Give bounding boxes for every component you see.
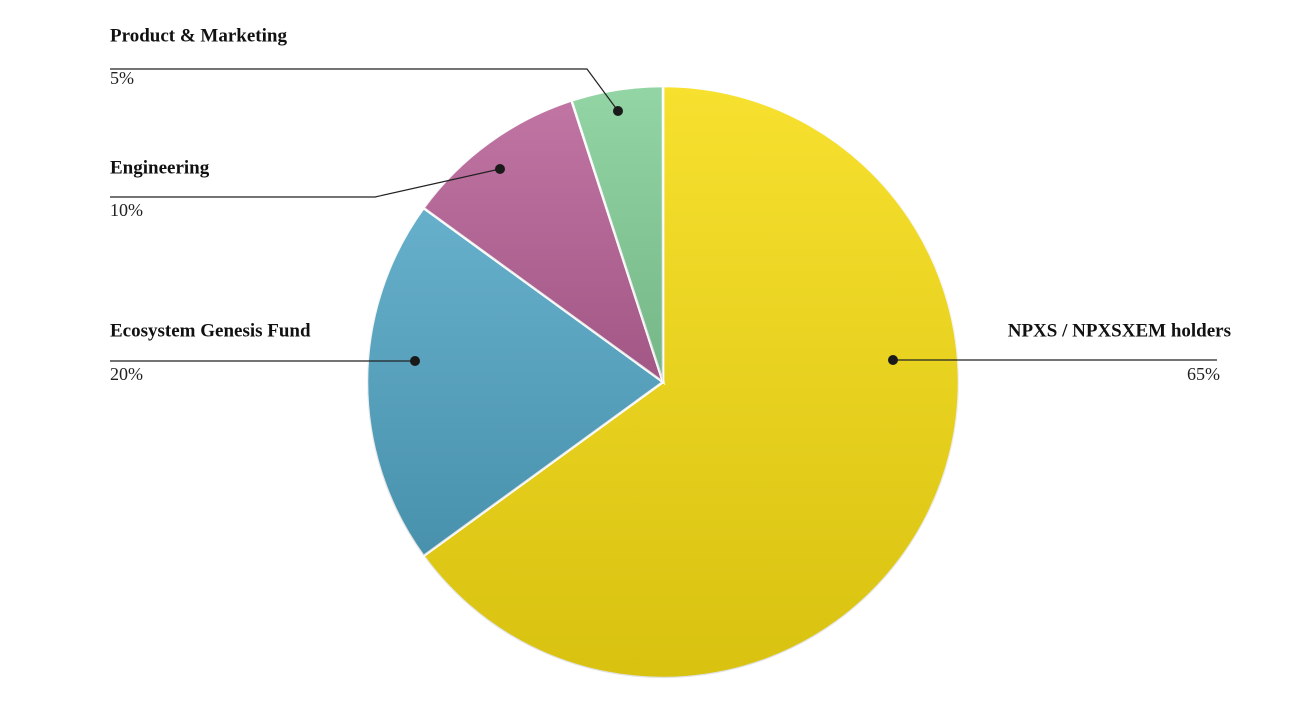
slice-label: NPXS / NPXSXEM holders xyxy=(1008,320,1231,341)
slice-label: Product & Marketing xyxy=(110,25,287,46)
callout-dot xyxy=(888,355,898,365)
slice-value-label: 10% xyxy=(110,200,143,220)
slice-shade xyxy=(423,100,663,382)
slice-label: Ecosystem Genesis Fund xyxy=(110,320,311,341)
callout-line xyxy=(110,68,619,112)
slice-shade xyxy=(367,208,663,556)
slice-value-label: 5% xyxy=(110,68,134,88)
slice-value-label: 65% xyxy=(1187,364,1220,384)
slice-shade xyxy=(423,86,959,678)
callout-dot xyxy=(410,356,420,366)
callout-dot xyxy=(495,164,505,174)
slice-shade xyxy=(571,86,663,382)
callout-line xyxy=(110,168,501,198)
slice-label: Engineering xyxy=(110,157,210,178)
slice-value-label: 20% xyxy=(110,364,143,384)
callout-dot xyxy=(613,106,623,116)
